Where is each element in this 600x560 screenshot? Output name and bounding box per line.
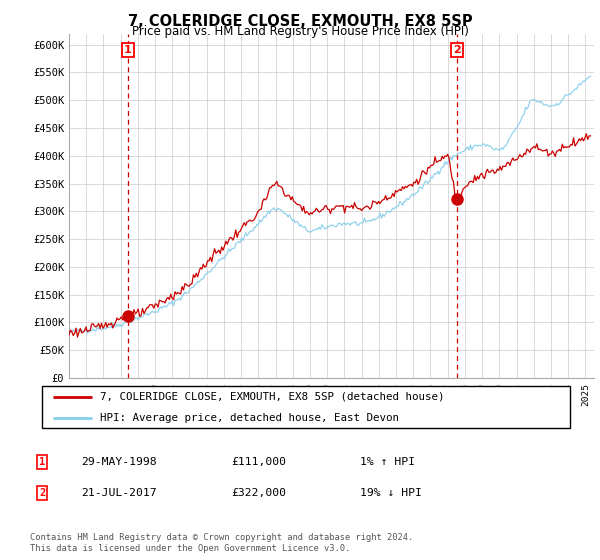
Text: 7, COLERIDGE CLOSE, EXMOUTH, EX8 5SP: 7, COLERIDGE CLOSE, EXMOUTH, EX8 5SP (128, 14, 472, 29)
FancyBboxPatch shape (42, 386, 570, 428)
Text: HPI: Average price, detached house, East Devon: HPI: Average price, detached house, East… (100, 413, 399, 423)
Text: 21-JUL-2017: 21-JUL-2017 (81, 488, 157, 498)
Text: 1: 1 (124, 45, 131, 55)
Text: 1% ↑ HPI: 1% ↑ HPI (360, 457, 415, 467)
Text: 2: 2 (453, 45, 461, 55)
Text: 29-MAY-1998: 29-MAY-1998 (81, 457, 157, 467)
Text: 19% ↓ HPI: 19% ↓ HPI (360, 488, 422, 498)
Text: 7, COLERIDGE CLOSE, EXMOUTH, EX8 5SP (detached house): 7, COLERIDGE CLOSE, EXMOUTH, EX8 5SP (de… (100, 392, 445, 402)
Text: Price paid vs. HM Land Registry's House Price Index (HPI): Price paid vs. HM Land Registry's House … (131, 25, 469, 38)
Text: Contains HM Land Registry data © Crown copyright and database right 2024.
This d: Contains HM Land Registry data © Crown c… (30, 533, 413, 553)
Text: 1: 1 (39, 457, 45, 467)
Text: £111,000: £111,000 (231, 457, 286, 467)
Text: £322,000: £322,000 (231, 488, 286, 498)
Text: 2: 2 (39, 488, 45, 498)
